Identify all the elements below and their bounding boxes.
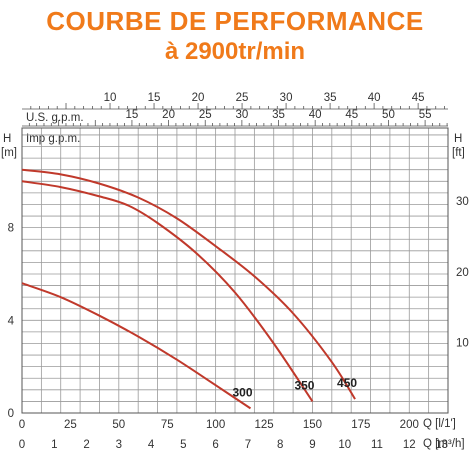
impgpm-tick-label: 20	[192, 92, 205, 104]
x-m3h-tick-label: 3	[116, 439, 122, 451]
x-m3h-tick-label: 10	[338, 439, 351, 451]
x-lpm-tick-label: 100	[206, 419, 225, 431]
x-m3h-tick-label: 0	[19, 439, 25, 451]
curve-label-300: 300	[232, 385, 252, 399]
usgpm-tick-label: 40	[309, 109, 322, 121]
usgpm-axis-label: U.S. g.p.m.	[26, 112, 84, 124]
plot-frame	[21, 127, 449, 414]
usgpm-tick-label: 50	[382, 109, 395, 121]
y-right-axis-unit: [ft]	[452, 147, 465, 159]
x-lpm-tick-label: 125	[254, 419, 273, 431]
x-axis-m3h-label: Q [m³/h]	[423, 438, 465, 450]
chart-subtitle: à 2900tr/min	[164, 38, 306, 65]
y-left-tick-label: 0	[8, 408, 14, 420]
y-right-tick-label: 30	[456, 196, 469, 208]
curve-450	[21, 168, 356, 400]
x-lpm-tick-label: 150	[303, 419, 322, 431]
x-m3h-tick-label: 11	[371, 439, 383, 451]
x-lpm-tick-label: 75	[161, 419, 174, 431]
x-lpm-tick-label: 0	[19, 419, 25, 431]
y-right-tick-label: 10	[456, 337, 469, 349]
x-m3h-tick-label: 8	[277, 439, 283, 451]
usgpm-tick-label: 45	[345, 109, 358, 121]
impgpm-axis-label: Imp g.p.m.	[26, 133, 80, 145]
y-left-axis-title: H	[3, 133, 11, 145]
x-m3h-tick-label: 5	[180, 439, 186, 451]
y-left-tick-label: 8	[8, 223, 14, 235]
usgpm-tick-label: 15	[126, 109, 139, 121]
impgpm-tick-label: 30	[280, 92, 293, 104]
y-right-tick-label: 20	[456, 267, 469, 279]
impgpm-tick-label: 40	[368, 92, 381, 104]
y-right-axis-title: H	[454, 133, 462, 145]
x-lpm-tick-label: 200	[400, 419, 419, 431]
x-m3h-tick-label: 6	[212, 439, 218, 451]
usgpm-tick-label: 55	[419, 109, 432, 121]
x-lpm-tick-label: 25	[64, 419, 77, 431]
curve-350	[21, 180, 314, 402]
usgpm-tick-label: 20	[162, 109, 175, 121]
impgpm-tick-label: 15	[148, 92, 161, 104]
usgpm-tick-label: 30	[235, 109, 248, 121]
x-lpm-tick-label: 175	[351, 419, 370, 431]
curve-300	[21, 282, 252, 410]
curve-label-450: 450	[337, 376, 357, 390]
usgpm-tick-label: 25	[199, 109, 212, 121]
x-m3h-tick-label: 13	[435, 439, 448, 451]
x-m3h-tick-label: 1	[51, 439, 57, 451]
x-m3h-tick-label: 4	[148, 439, 155, 451]
y-left-axis-unit: [m]	[1, 147, 17, 159]
usgpm-tick-label: 35	[272, 109, 285, 121]
x-axis-lpm-label: Q [l/1']	[423, 418, 456, 430]
impgpm-tick-label: 35	[324, 92, 337, 104]
curve-label-350: 350	[294, 378, 314, 392]
impgpm-tick-label: 10	[104, 92, 117, 104]
x-m3h-tick-label: 7	[245, 439, 251, 451]
impgpm-tick-label: 25	[236, 92, 249, 104]
x-m3h-tick-label: 2	[83, 439, 89, 451]
y-left-tick-label: 4	[8, 315, 15, 327]
chart-title: COURBE DE PERFORMANCE	[46, 6, 424, 36]
x-m3h-tick-label: 9	[309, 439, 315, 451]
x-m3h-tick-label: 12	[403, 439, 416, 451]
x-lpm-tick-label: 50	[112, 419, 125, 431]
impgpm-tick-label: 45	[412, 92, 425, 104]
